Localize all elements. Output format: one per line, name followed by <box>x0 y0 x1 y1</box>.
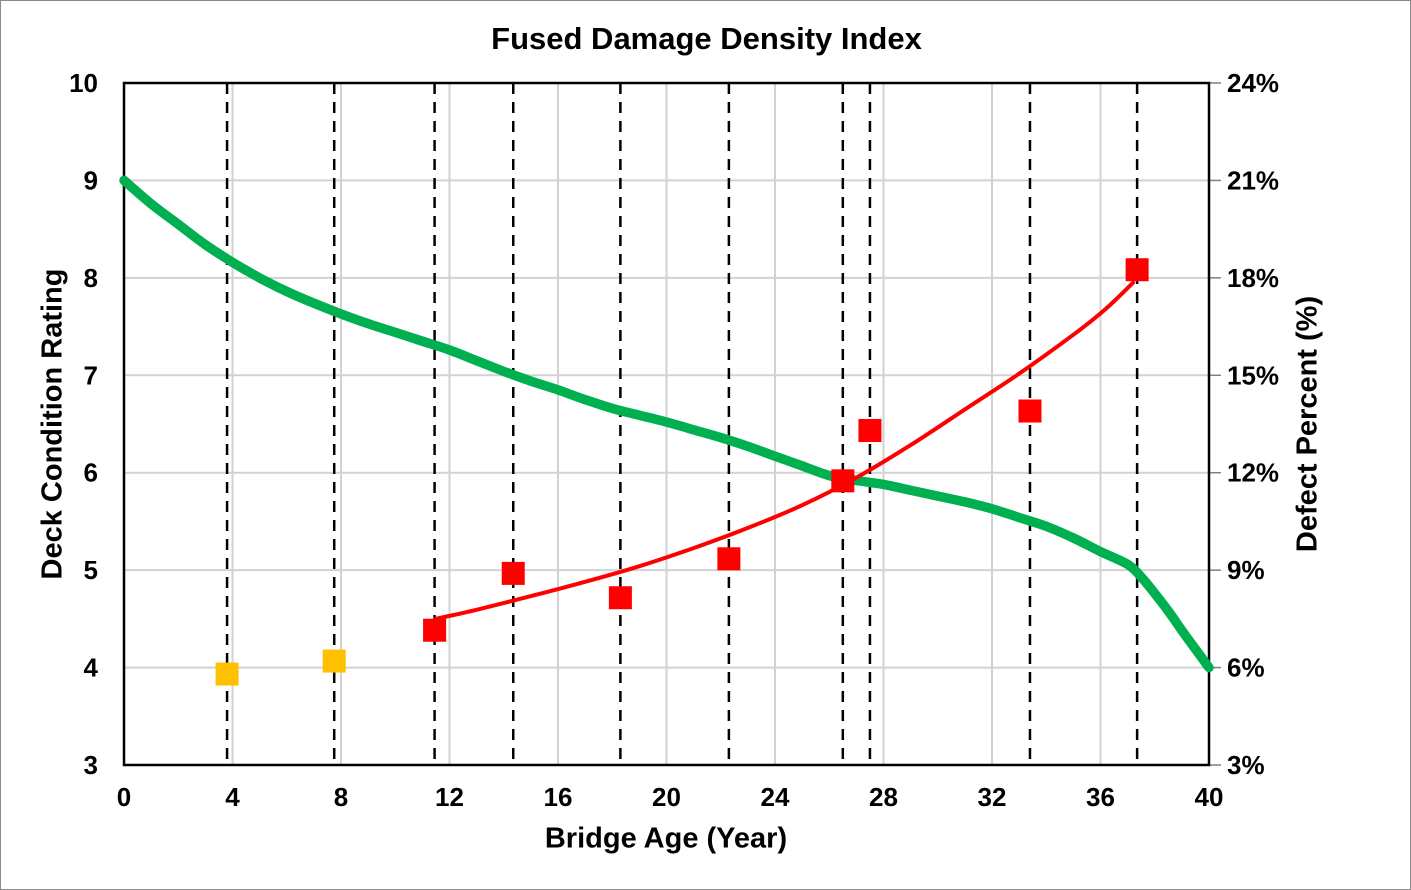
right-tick-label: 12% <box>1227 458 1279 488</box>
right-tick-label: 18% <box>1227 263 1279 293</box>
right-tick-label: 3% <box>1227 750 1265 780</box>
defect-points-red-marker <box>1018 399 1042 423</box>
x-tick-label: 0 <box>117 782 131 812</box>
left-tick-label: 7 <box>84 360 98 390</box>
right-tick-label: 15% <box>1227 360 1279 390</box>
left-tick-label: 3 <box>84 750 98 780</box>
defect-points-red-marker <box>501 561 525 585</box>
defect-points-red-marker <box>858 418 882 442</box>
x-tick-label: 24 <box>761 782 790 812</box>
plot-border <box>122 81 1211 767</box>
defect-points-red-marker <box>831 469 855 493</box>
left-tick-label: 8 <box>84 263 98 293</box>
right-tick-label: 21% <box>1227 165 1279 195</box>
right-tick-label: 6% <box>1227 653 1265 683</box>
x-axis-title: Bridge Age (Year) <box>544 822 788 855</box>
left-tick-label: 6 <box>84 458 98 488</box>
deck-condition-curve <box>119 175 1214 673</box>
right-tick-label: 9% <box>1227 555 1265 585</box>
x-tick-label: 8 <box>334 782 348 812</box>
chart-title: Fused Damage Density Index <box>491 21 922 56</box>
left-tick-label: 4 <box>84 653 99 683</box>
x-tick-label: 32 <box>978 782 1007 812</box>
defect-points-red-marker <box>608 586 632 610</box>
defect-points-gold-marker <box>215 662 239 686</box>
x-tick-label: 20 <box>652 782 681 812</box>
x-tick-label: 4 <box>225 782 240 812</box>
defect-points-red-marker <box>717 547 741 571</box>
x-tick-label: 28 <box>869 782 898 812</box>
right-tick-label: 24% <box>1227 68 1279 98</box>
left-tick-label: 5 <box>84 555 98 585</box>
left-tick-label: 10 <box>69 68 98 98</box>
x-tick-label: 16 <box>544 782 573 812</box>
x-tick-label: 12 <box>435 782 464 812</box>
defect-points-red-marker <box>423 618 447 642</box>
defect-trend-line <box>433 280 1135 621</box>
x-tick-label: 36 <box>1086 782 1115 812</box>
left-tick-label: 9 <box>84 165 98 195</box>
defect-points-gold-marker <box>322 649 346 673</box>
defect-points-red-marker <box>1125 258 1149 282</box>
x-tick-label: 40 <box>1195 782 1224 812</box>
